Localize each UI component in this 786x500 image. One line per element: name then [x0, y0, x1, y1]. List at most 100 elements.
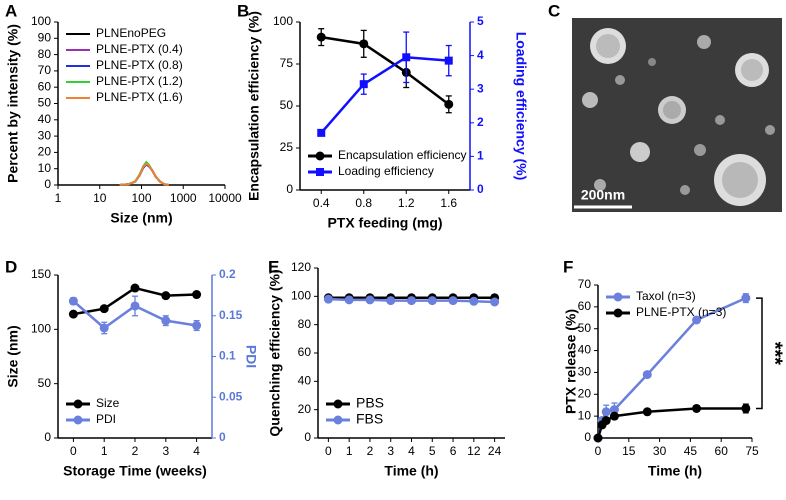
significance-bracket	[756, 297, 763, 410]
y2-tick-label: 0	[219, 430, 226, 444]
legend-label: PLNE-PTX (n=3)	[636, 305, 726, 319]
y-tick-label: 75	[280, 56, 294, 70]
data-point	[359, 80, 368, 89]
legend-marker	[316, 168, 324, 176]
x-axis-label: Time (h)	[384, 463, 438, 479]
y-tick-label: 70	[578, 277, 592, 291]
y-tick-label: 40	[578, 343, 592, 357]
x-tick-label: 1.6	[440, 196, 457, 210]
y-tick-label: 100	[273, 14, 293, 28]
y-tick-label: 120	[291, 260, 311, 274]
data-point	[386, 296, 396, 306]
data-point	[192, 290, 202, 300]
y-tick-label: 100	[291, 289, 311, 303]
y2-tick-label: 0.1	[219, 349, 236, 363]
data-point	[741, 403, 751, 413]
x-tick-label: 6	[450, 444, 457, 458]
series-line	[321, 35, 450, 106]
x-tick-label: 100	[131, 191, 151, 205]
series-line	[119, 162, 169, 186]
data-point	[323, 294, 333, 304]
x-tick-label: 5	[429, 444, 436, 458]
y-tick-label: 30	[38, 128, 52, 142]
x-tick-label: 0	[325, 444, 332, 458]
data-point	[444, 99, 454, 109]
scale-bar-label: 200nm	[581, 187, 625, 203]
data-point	[317, 128, 326, 137]
y-tick-label: 100	[31, 14, 51, 28]
y2-tick-label: 5	[477, 14, 484, 28]
legend-label: PDI	[96, 412, 116, 426]
data-point	[609, 411, 619, 421]
data-point	[130, 283, 140, 293]
legend-label: PLNE-PTX (0.4)	[96, 42, 183, 56]
y2-axis-label: PDI	[243, 345, 259, 368]
y2-axis-label: Loading efficiency (%)	[513, 32, 529, 181]
data-point	[161, 316, 171, 326]
series-line	[596, 407, 746, 439]
y2-tick-label: 0.2	[219, 267, 236, 281]
data-point	[692, 403, 702, 413]
x-tick-label: 1	[346, 444, 353, 458]
y-tick-label: 70	[38, 63, 52, 77]
y-tick-label: 80	[38, 47, 52, 61]
x-tick-label: 4	[193, 444, 200, 458]
y-tick-label: 10	[38, 161, 52, 175]
legend-label: PLNEnoPEG	[96, 26, 166, 40]
data-point	[490, 297, 500, 307]
y-axis-label: Encapsulation efficiency (%)	[246, 11, 262, 201]
y-axis-label: Size (nm)	[5, 325, 21, 387]
data-point	[192, 321, 202, 331]
y2-tick-label: 1	[477, 149, 484, 163]
y-tick-label: 50	[38, 376, 52, 390]
data-point	[593, 433, 603, 443]
x-axis-label: PTX feeding (mg)	[327, 215, 442, 231]
data-point	[68, 309, 78, 319]
legend-marker	[73, 415, 83, 425]
legend-marker	[333, 415, 343, 425]
series-line	[320, 56, 449, 134]
y-tick-label: 50	[38, 96, 52, 110]
y-tick-label: 20	[38, 145, 52, 159]
data-point	[68, 296, 78, 306]
y-tick-label: 90	[38, 30, 52, 44]
data-point	[469, 296, 479, 306]
x-tick-label: 1000	[170, 191, 197, 205]
panel-label: C	[548, 1, 560, 20]
data-point	[448, 296, 458, 306]
y-axis-label: Quenching efficiency (%)	[267, 269, 283, 436]
legend-label: Encapsulation efficiency	[338, 148, 467, 162]
data-point	[316, 32, 326, 42]
legend-label: PBS	[356, 395, 384, 411]
x-tick-label: 3	[387, 444, 394, 458]
x-tick-label: 12	[467, 444, 481, 458]
x-tick-label: 4	[408, 444, 415, 458]
x-axis-label: Time (h)	[648, 463, 702, 479]
data-point	[344, 295, 354, 305]
legend-label: FBS	[356, 411, 383, 427]
data-point	[407, 296, 416, 306]
panel-label: E	[268, 257, 279, 276]
data-point	[99, 323, 109, 333]
x-axis-label: Size (nm)	[110, 210, 172, 226]
x-tick-label: 1	[101, 444, 108, 458]
panel-label: A	[5, 1, 17, 20]
y-tick-label: 0	[584, 430, 591, 444]
y-tick-label: 50	[578, 321, 592, 335]
data-point	[427, 296, 437, 306]
y-tick-label: 60	[38, 79, 52, 93]
legend-label: PLNE-PTX (1.2)	[96, 74, 183, 88]
panel-label: D	[5, 257, 17, 276]
legend-label: PLNE-PTX (1.6)	[96, 90, 183, 104]
data-point	[444, 56, 453, 65]
x-tick-label: 10	[93, 191, 107, 205]
y-tick-label: 60	[298, 345, 312, 359]
y-tick-label: 80	[298, 317, 312, 331]
annotation: ***	[764, 342, 786, 366]
x-tick-label: 0	[70, 444, 77, 458]
data-point	[130, 301, 140, 311]
legend-marker	[613, 292, 623, 302]
y-tick-label: 20	[578, 386, 592, 400]
x-tick-label: 0	[595, 444, 602, 458]
y-tick-label: 100	[31, 322, 51, 336]
